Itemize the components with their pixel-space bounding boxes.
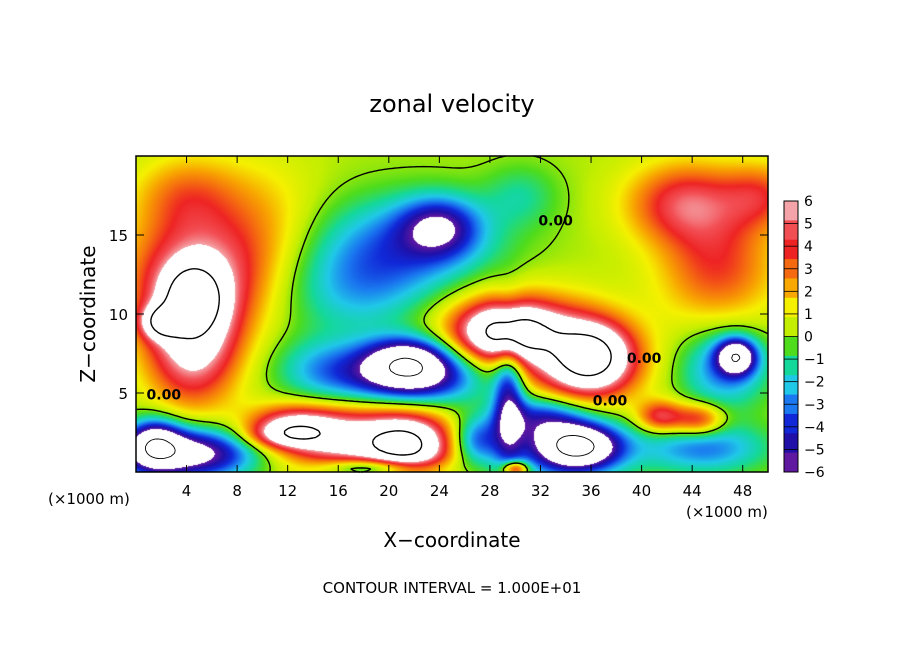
colorbar-tick-label: −4 [804, 420, 825, 436]
colorbar-swatch [784, 220, 798, 241]
chart-title: zonal velocity [369, 90, 534, 118]
plot-area: 0.00 0.00 0.00 0.00 [135, 155, 769, 473]
x-tick-label: 44 [683, 482, 702, 500]
zero-contour-line [135, 155, 769, 473]
x-axis-title: X−coordinate [383, 528, 520, 552]
x-tick-label: 32 [531, 482, 550, 500]
y-tick-label: 15 [109, 227, 128, 245]
colorbar-swatch [784, 297, 798, 318]
x-tick-label: 12 [278, 482, 297, 500]
y-axis-ticks: 5 10 15 [109, 227, 768, 403]
colorbar-swatch [784, 239, 798, 260]
contour-label: 0.00 [147, 387, 182, 403]
colorbar-tick-label: −5 [804, 442, 825, 458]
y-axis-title: Z−coordinate [76, 245, 100, 382]
x-tick-label: 28 [480, 482, 499, 500]
colorbar-tick-label: 3 [804, 262, 813, 278]
colorbar-swatch [784, 201, 798, 221]
contour-interval-note: CONTOUR INTERVAL = 1.000E+01 [323, 579, 582, 597]
contour-label: 0.00 [627, 351, 662, 367]
x-tick-label: 40 [632, 482, 651, 500]
colorbar-swatch [784, 278, 798, 299]
colorbar: 6 5 4 3 2 1 0 −1 −2 −3 −4 −5 −6 [783, 194, 825, 481]
colorbar-tick-label: −3 [804, 397, 825, 413]
x-tick-label: 4 [182, 482, 192, 500]
colorbar-tick-label: 1 [804, 307, 813, 323]
y-tick-label: 5 [118, 385, 128, 403]
contour-label: 0.00 [593, 394, 628, 410]
x-axis-ticks: 4 8 12 16 20 24 28 32 36 40 44 48 [182, 156, 752, 500]
colorbar-tick-label: 0 [804, 330, 813, 346]
colorbar-tick-label: 4 [804, 239, 813, 255]
contour-label: 0.00 [538, 214, 573, 230]
colorbar-tick-label: −6 [804, 465, 825, 481]
negative-contour-line [145, 353, 741, 460]
colorbar-swatch [784, 413, 798, 434]
x-tick-label: 8 [232, 482, 242, 500]
velocity-heatmap [136, 156, 768, 472]
x-tick-label: 36 [581, 482, 600, 500]
colorbar-swatch [784, 375, 798, 396]
x-axis-units-right: (×1000 m) [686, 503, 768, 521]
x-tick-label: 48 [733, 482, 752, 500]
x-tick-label: 20 [379, 482, 398, 500]
colorbar-tick-label: 5 [804, 217, 813, 233]
colorbar-swatch [784, 433, 798, 454]
x-tick-label: 16 [329, 482, 348, 500]
colorbar-tick-label: 2 [804, 284, 813, 300]
x-axis-units-left: (×1000 m) [48, 490, 130, 508]
zero-contours [135, 155, 769, 473]
colorbar-swatch [784, 452, 798, 473]
zero-contour-line [150, 268, 612, 456]
colorbar-tick-label: −2 [804, 375, 825, 391]
colorbar-swatch [784, 355, 798, 376]
y-tick-label: 10 [109, 306, 128, 324]
contour-labels: 0.00 0.00 0.00 0.00 [147, 214, 662, 410]
colorbar-swatch [784, 336, 798, 357]
colorbar-swatch [784, 317, 798, 337]
colorbar-tick-label: −1 [804, 352, 825, 368]
x-tick-label: 24 [430, 482, 449, 500]
colorbar-tick-label: 6 [804, 194, 813, 210]
